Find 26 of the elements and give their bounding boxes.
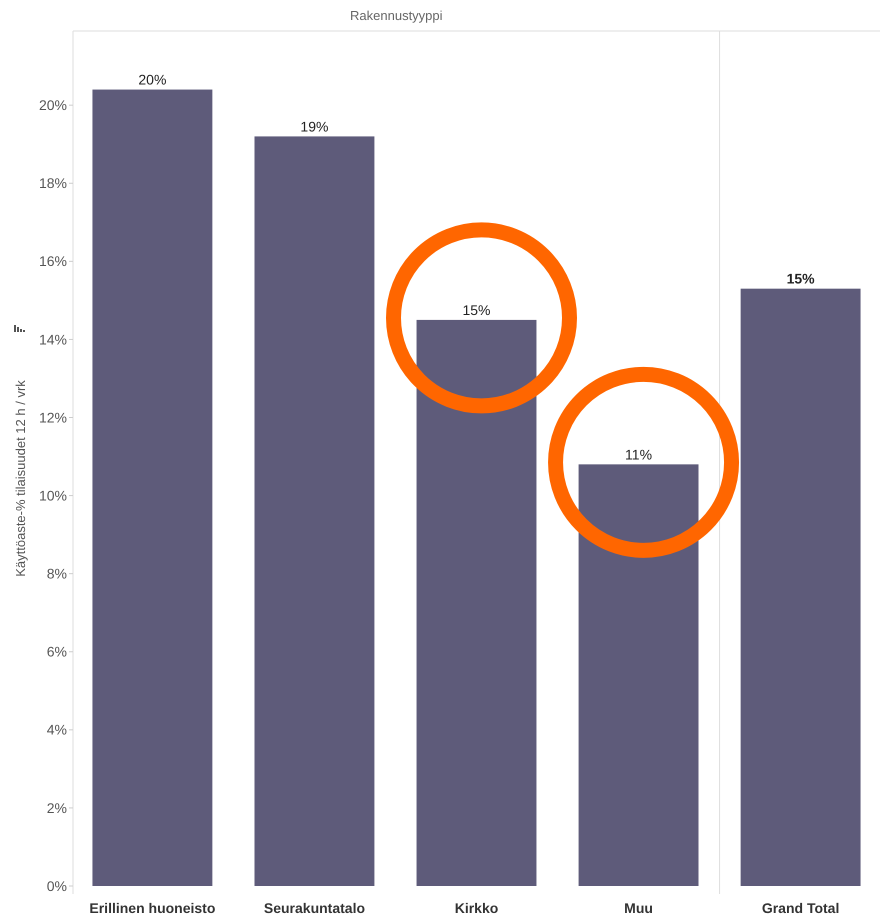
- bar: [92, 90, 212, 886]
- y-tick-label: 6%: [46, 644, 67, 660]
- y-tick-label: 12%: [38, 409, 67, 426]
- y-tick-label: 10%: [38, 487, 67, 504]
- data-label: 20%: [138, 72, 166, 88]
- x-tick-label: Grand Total: [762, 900, 840, 916]
- y-tick-label: 4%: [46, 722, 67, 738]
- bar: [740, 288, 861, 886]
- y-tick-label: 16%: [38, 253, 67, 270]
- x-tick-label: Muu: [624, 900, 653, 916]
- y-tick-label: 0%: [46, 878, 67, 894]
- data-label: 19%: [300, 118, 328, 134]
- data-label: 15%: [462, 302, 491, 318]
- data-label: 11%: [625, 446, 652, 462]
- x-axis-title: Rakennustyyppi: [350, 8, 443, 23]
- y-tick-label: 2%: [46, 800, 67, 816]
- x-tick-label: Erillinen huoneisto: [89, 900, 216, 916]
- y-axis-title: Käyttöaste-% tilaisuudet 12 h / vrk: [13, 380, 28, 577]
- y-tick-label: 20%: [38, 97, 67, 114]
- bar: [254, 136, 374, 886]
- y-tick-label: 14%: [38, 331, 67, 348]
- data-label: 15%: [786, 270, 816, 287]
- x-tick-label: Kirkko: [454, 900, 498, 916]
- x-tick-label: Seurakuntatalo: [264, 900, 366, 916]
- y-tick-label: 18%: [38, 175, 67, 192]
- y-tick-label: 8%: [46, 566, 67, 582]
